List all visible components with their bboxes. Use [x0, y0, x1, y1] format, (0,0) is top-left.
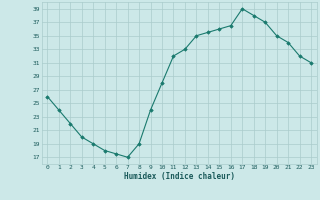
X-axis label: Humidex (Indice chaleur): Humidex (Indice chaleur) — [124, 172, 235, 181]
